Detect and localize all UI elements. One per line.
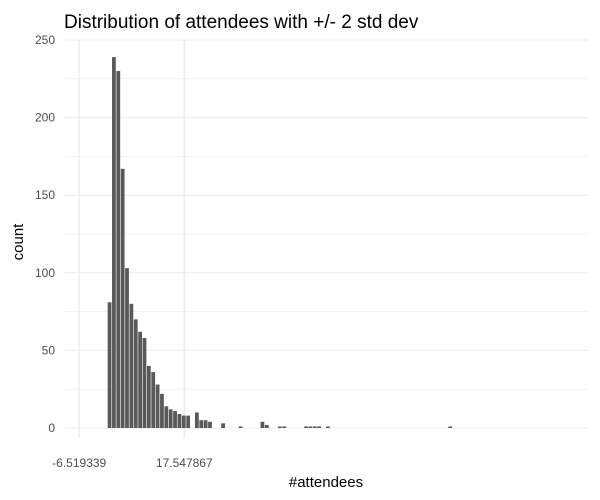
- histogram-bar: [186, 415, 191, 428]
- y-tick-label: 200: [35, 111, 55, 125]
- histogram-bar: [146, 365, 151, 428]
- histogram-bar: [112, 57, 116, 429]
- y-axis-title: count: [10, 223, 27, 261]
- histogram-bar: [208, 421, 212, 428]
- histogram-bar: [168, 409, 173, 428]
- y-tick-label: 250: [35, 33, 55, 47]
- y-tick-label: 0: [48, 421, 55, 435]
- chart-title: Distribution of attendees with +/- 2 std…: [64, 12, 419, 33]
- histogram-bar: [151, 372, 156, 428]
- histogram-bar: [107, 302, 112, 428]
- histogram-bar: [155, 384, 160, 428]
- histogram-bar: [120, 168, 125, 429]
- histogram-bar: [238, 426, 243, 428]
- histogram-bar: [173, 410, 177, 428]
- histogram-bar: [133, 319, 138, 428]
- histogram-bar: [160, 393, 164, 428]
- histogram-bar: [282, 426, 287, 428]
- x-tick-label: -6.519339: [52, 456, 106, 470]
- x-axis-ticks: -6.519339 17.547867: [52, 456, 213, 470]
- y-tick-label: 150: [35, 188, 55, 202]
- histogram-bar: [308, 426, 313, 428]
- y-tick-label: 50: [42, 343, 56, 357]
- histogram-bar: [138, 331, 142, 428]
- x-axis-title: #attendees: [289, 474, 363, 491]
- std-dev-lines: [78, 40, 185, 438]
- histogram-bar: [177, 414, 182, 428]
- histogram-bar: [129, 303, 134, 428]
- histogram-bar: [326, 426, 330, 428]
- histogram-bar: [264, 424, 269, 428]
- histogram-bar: [125, 268, 129, 428]
- histogram-bar: [260, 421, 265, 428]
- y-axis-ticks: 0 50 100 150 200 250: [35, 33, 55, 435]
- histogram-bar: [203, 420, 208, 428]
- histogram-bar: [195, 412, 199, 428]
- x-tick-label: 17.547867: [156, 456, 213, 470]
- histogram-bar: [277, 426, 282, 428]
- y-tick-label: 100: [35, 266, 55, 280]
- histogram-bar: [304, 426, 308, 428]
- histogram-bar: [221, 423, 225, 428]
- histogram-bar: [116, 71, 121, 428]
- histogram-bar: [448, 426, 453, 428]
- histogram-bar: [312, 426, 317, 428]
- histogram-bar: [317, 426, 322, 428]
- histogram-bar: [142, 337, 147, 428]
- histogram-bar: [199, 420, 204, 428]
- histogram-bar: [181, 415, 186, 428]
- histogram-bars: [107, 57, 453, 429]
- histogram-bar: [164, 406, 169, 428]
